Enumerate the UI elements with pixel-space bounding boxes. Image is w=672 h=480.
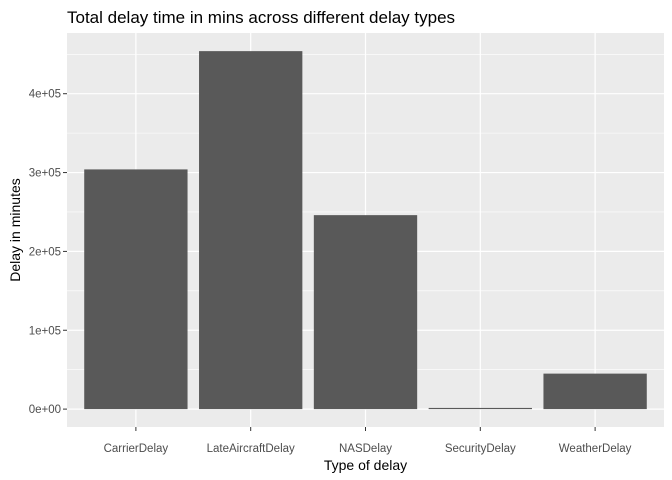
bar-LateAircraftDelay — [199, 51, 303, 410]
x-tick-label: NASDelay — [339, 443, 392, 455]
bar-NASDelay — [313, 215, 418, 410]
x-tick-label: CarrierDelay — [104, 443, 169, 455]
x-axis-title: Type of delay — [324, 457, 407, 473]
y-axis: 0e+00 1e+05 2e+05 3e+05 4e+05 — [29, 89, 67, 416]
y-axis-title: Delay in minutes — [7, 178, 23, 282]
bar-WeatherDelay — [543, 373, 647, 410]
bar-CarrierDelay — [84, 169, 188, 410]
bar-SecurityDelay — [428, 407, 532, 410]
y-tick-label: 1e+05 — [29, 325, 61, 337]
y-tick-label: 2e+05 — [29, 246, 61, 258]
x-axis: CarrierDelay LateAircraftDelay NASDelay Sec… — [104, 427, 632, 455]
y-tick-label: 3e+05 — [29, 168, 61, 180]
y-tick-label: 4e+05 — [29, 89, 61, 101]
chart-title: Total delay time in mins across differen… — [67, 8, 455, 27]
y-tick-label: 0e+00 — [29, 404, 61, 416]
x-tick-label: SecurityDelay — [445, 443, 516, 455]
bars — [84, 51, 647, 410]
x-tick-label: LateAircraftDelay — [207, 443, 295, 455]
x-tick-label: WeatherDelay — [559, 443, 632, 455]
